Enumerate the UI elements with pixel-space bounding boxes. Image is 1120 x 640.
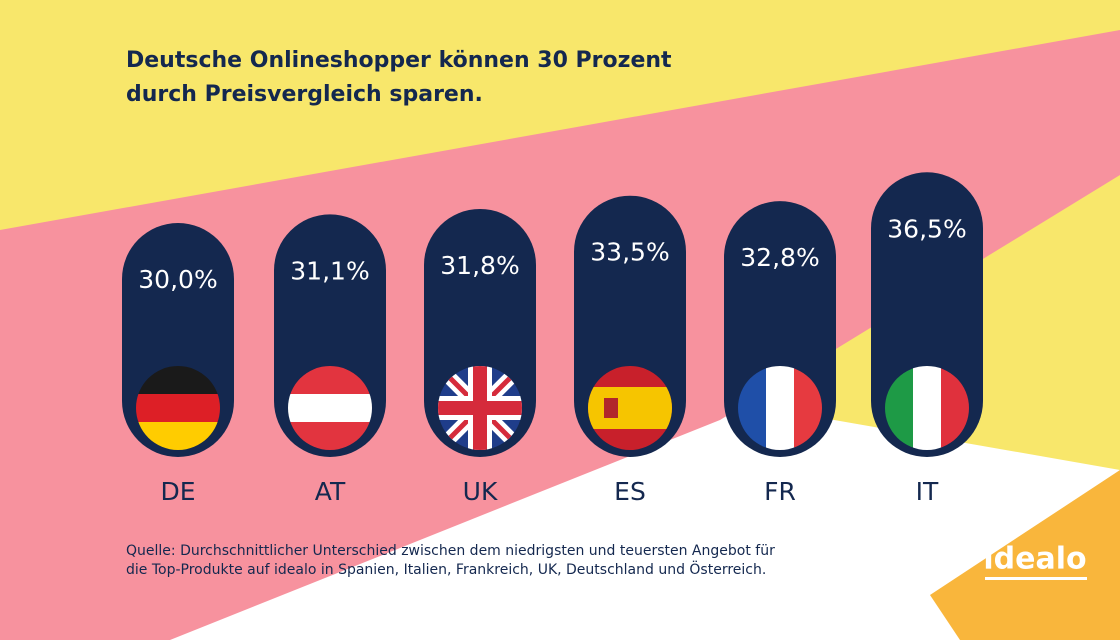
value-label: 32,8%	[740, 243, 819, 272]
flag	[438, 366, 522, 450]
category-label: DE	[160, 477, 195, 506]
orange-shape	[930, 470, 1120, 640]
category-label: UK	[463, 477, 498, 506]
category-label: ES	[614, 477, 646, 506]
logo: idealo	[983, 542, 1086, 577]
value-label: 31,8%	[440, 251, 519, 280]
value-label: 31,1%	[290, 256, 369, 285]
value-label: 33,5%	[590, 238, 669, 267]
flag-emblem	[604, 398, 618, 418]
title: Deutsche Onlineshopper können 30 Prozent…	[126, 48, 672, 107]
flag-stripe	[913, 366, 942, 450]
pink-shape	[0, 30, 1120, 640]
flag	[288, 366, 372, 450]
flag-cross	[438, 401, 522, 415]
flag	[136, 366, 220, 450]
flag-stripe	[588, 387, 672, 429]
source-note: Quelle: Durchschnittlicher Unterschied z…	[126, 543, 775, 578]
flag	[588, 366, 672, 450]
bars: 30,0% DE 31,1% AT 31,8% UK 33,5% ES 32,8% FR 36,5%…	[122, 172, 983, 506]
value-label: 36,5%	[887, 214, 966, 243]
flag-stripe	[766, 366, 795, 450]
category-label: FR	[764, 477, 796, 506]
flag-stripe	[136, 394, 220, 423]
flag	[885, 366, 969, 450]
category-label: IT	[916, 477, 939, 506]
flag-stripe	[288, 394, 372, 423]
category-label: AT	[315, 477, 346, 506]
flag	[738, 366, 822, 450]
logo-underline	[985, 577, 1087, 580]
value-label: 30,0%	[138, 265, 217, 294]
